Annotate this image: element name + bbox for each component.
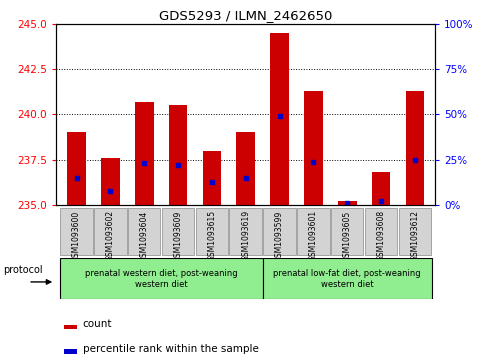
Text: GSM1093619: GSM1093619: [241, 210, 250, 261]
Text: GSM1093600: GSM1093600: [72, 210, 81, 262]
Bar: [229, 208, 262, 255]
Bar: [63, 325, 77, 329]
Text: GSM1093609: GSM1093609: [173, 210, 182, 262]
Bar: [364, 208, 397, 255]
Text: prenatal western diet, post-weaning
western diet: prenatal western diet, post-weaning west…: [84, 269, 237, 289]
Bar: [304, 91, 322, 205]
Text: GSM1093599: GSM1093599: [274, 210, 284, 262]
Bar: [263, 208, 295, 255]
Text: prenatal low-fat diet, post-weaning
western diet: prenatal low-fat diet, post-weaning west…: [273, 269, 420, 289]
Text: GSM1093602: GSM1093602: [106, 210, 115, 261]
Bar: [195, 208, 228, 255]
Bar: [135, 102, 153, 205]
Bar: [202, 151, 221, 205]
Text: count: count: [82, 319, 112, 329]
Text: GSM1093608: GSM1093608: [376, 210, 385, 261]
Title: GDS5293 / ILMN_2462650: GDS5293 / ILMN_2462650: [159, 9, 332, 23]
Bar: [236, 132, 255, 205]
Bar: [101, 158, 120, 205]
Bar: [63, 349, 77, 354]
Text: protocol: protocol: [3, 265, 42, 275]
Text: GSM1093615: GSM1093615: [207, 210, 216, 261]
Bar: [162, 208, 194, 255]
Bar: [297, 208, 329, 255]
Bar: [262, 258, 431, 299]
Bar: [67, 132, 86, 205]
Bar: [168, 105, 187, 205]
Bar: [405, 91, 424, 205]
Text: percentile rank within the sample: percentile rank within the sample: [82, 344, 258, 354]
Bar: [60, 258, 262, 299]
Bar: [60, 208, 93, 255]
Text: GSM1093604: GSM1093604: [140, 210, 148, 262]
Bar: [128, 208, 160, 255]
Bar: [371, 172, 389, 205]
Text: GSM1093605: GSM1093605: [342, 210, 351, 262]
Text: GSM1093612: GSM1093612: [409, 210, 419, 261]
Bar: [337, 201, 356, 205]
Bar: [270, 33, 288, 205]
Text: GSM1093601: GSM1093601: [308, 210, 317, 261]
Bar: [94, 208, 126, 255]
Bar: [398, 208, 430, 255]
Bar: [330, 208, 363, 255]
